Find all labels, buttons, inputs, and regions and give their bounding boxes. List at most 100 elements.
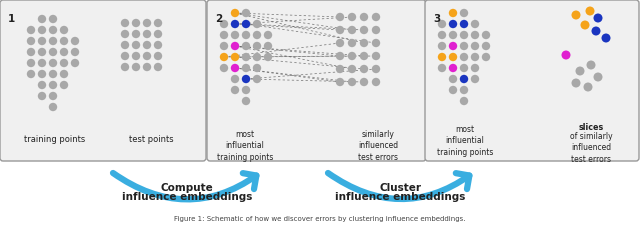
Circle shape — [449, 64, 457, 72]
Circle shape — [231, 86, 239, 94]
FancyBboxPatch shape — [425, 0, 639, 161]
Circle shape — [121, 63, 129, 71]
Circle shape — [49, 103, 57, 111]
Circle shape — [143, 30, 151, 38]
Circle shape — [372, 13, 380, 21]
Circle shape — [360, 39, 368, 47]
Circle shape — [154, 19, 162, 27]
Circle shape — [121, 52, 129, 60]
Circle shape — [121, 19, 129, 27]
Text: 1: 1 — [8, 14, 15, 24]
Circle shape — [586, 7, 595, 15]
Circle shape — [372, 26, 380, 34]
Text: test points: test points — [129, 135, 173, 144]
Circle shape — [449, 42, 457, 50]
Circle shape — [220, 64, 228, 72]
Circle shape — [60, 81, 68, 89]
Circle shape — [348, 39, 356, 47]
Circle shape — [231, 42, 239, 50]
Circle shape — [372, 52, 380, 60]
Circle shape — [471, 75, 479, 83]
Circle shape — [460, 31, 468, 39]
Circle shape — [253, 53, 261, 61]
Circle shape — [121, 41, 129, 49]
Circle shape — [471, 31, 479, 39]
Circle shape — [242, 75, 250, 83]
FancyBboxPatch shape — [207, 0, 426, 161]
Circle shape — [154, 63, 162, 71]
Circle shape — [449, 53, 457, 61]
Circle shape — [132, 30, 140, 38]
Circle shape — [143, 52, 151, 60]
Circle shape — [38, 92, 46, 100]
Circle shape — [27, 37, 35, 45]
Text: 2: 2 — [215, 14, 222, 24]
Circle shape — [231, 31, 239, 39]
Circle shape — [27, 48, 35, 56]
Circle shape — [360, 78, 368, 86]
FancyArrowPatch shape — [113, 173, 257, 199]
Circle shape — [372, 39, 380, 47]
Circle shape — [49, 26, 57, 34]
Circle shape — [336, 26, 344, 34]
Circle shape — [575, 67, 584, 76]
Circle shape — [449, 86, 457, 94]
Circle shape — [49, 15, 57, 23]
Circle shape — [132, 41, 140, 49]
Circle shape — [360, 52, 368, 60]
Text: influence embeddings: influence embeddings — [122, 192, 252, 202]
Circle shape — [360, 13, 368, 21]
Circle shape — [242, 20, 250, 28]
Circle shape — [27, 26, 35, 34]
Circle shape — [154, 30, 162, 38]
Circle shape — [60, 37, 68, 45]
Circle shape — [449, 20, 457, 28]
Circle shape — [121, 30, 129, 38]
Circle shape — [220, 42, 228, 50]
Circle shape — [242, 86, 250, 94]
Circle shape — [460, 64, 468, 72]
Circle shape — [591, 27, 600, 35]
Circle shape — [220, 31, 228, 39]
Circle shape — [593, 72, 602, 81]
Circle shape — [460, 97, 468, 105]
Circle shape — [154, 41, 162, 49]
Circle shape — [242, 9, 250, 17]
Circle shape — [348, 26, 356, 34]
Text: most
influential
training points: most influential training points — [437, 125, 493, 157]
Circle shape — [460, 20, 468, 28]
Circle shape — [348, 65, 356, 73]
Circle shape — [49, 48, 57, 56]
Circle shape — [231, 20, 239, 28]
Circle shape — [143, 63, 151, 71]
Circle shape — [49, 37, 57, 45]
Circle shape — [372, 65, 380, 73]
Circle shape — [449, 9, 457, 17]
Circle shape — [482, 31, 490, 39]
Circle shape — [253, 64, 261, 72]
Circle shape — [242, 53, 250, 61]
Circle shape — [264, 31, 272, 39]
Circle shape — [471, 20, 479, 28]
Circle shape — [264, 42, 272, 50]
Circle shape — [38, 70, 46, 78]
Circle shape — [460, 53, 468, 61]
Circle shape — [143, 19, 151, 27]
Circle shape — [242, 64, 250, 72]
Circle shape — [154, 52, 162, 60]
Circle shape — [360, 65, 368, 73]
Circle shape — [438, 64, 446, 72]
Circle shape — [572, 10, 580, 20]
Circle shape — [38, 48, 46, 56]
Text: of similarly
influenced
test errors: of similarly influenced test errors — [570, 132, 612, 164]
Text: slices: slices — [579, 123, 604, 132]
Circle shape — [49, 92, 57, 100]
Circle shape — [471, 53, 479, 61]
Circle shape — [231, 53, 239, 61]
Circle shape — [60, 48, 68, 56]
Circle shape — [460, 75, 468, 83]
Circle shape — [231, 64, 239, 72]
Text: Compute: Compute — [161, 183, 213, 193]
Circle shape — [132, 63, 140, 71]
Circle shape — [60, 26, 68, 34]
